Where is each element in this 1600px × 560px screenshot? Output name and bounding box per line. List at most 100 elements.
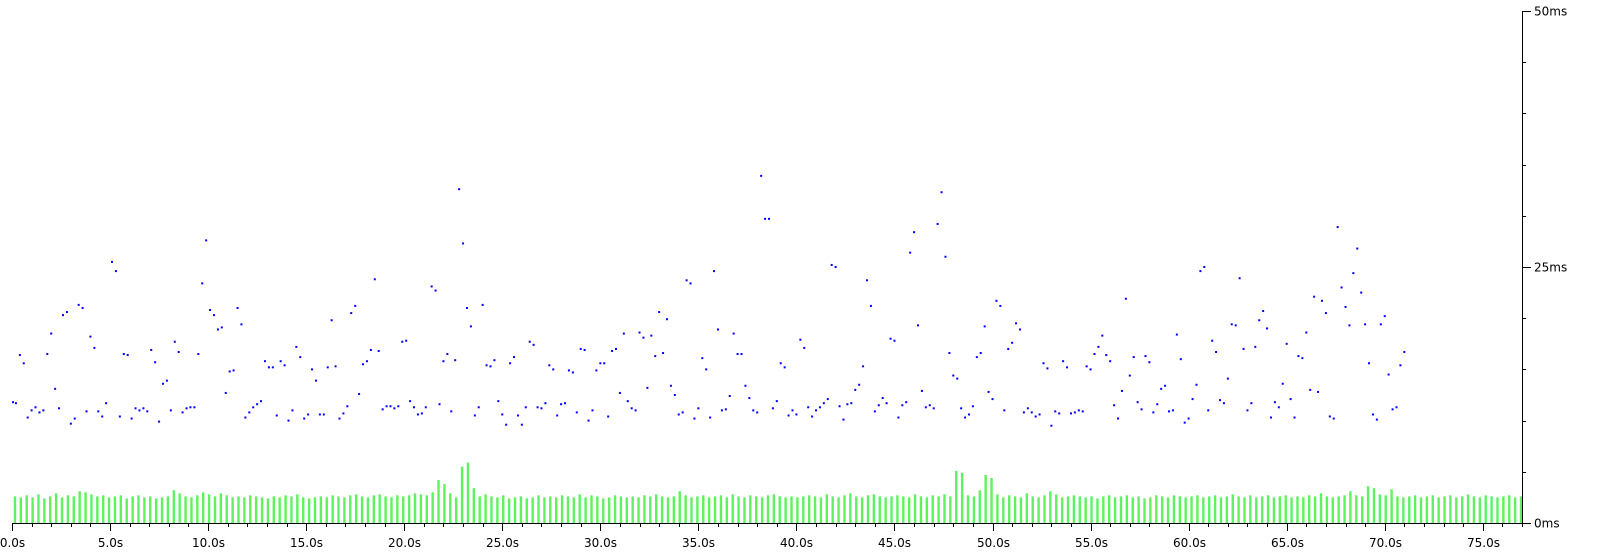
bar-9 [66,495,70,523]
point-89 [362,363,365,366]
point-244 [971,405,974,408]
point-283 [1124,297,1127,300]
bar-77 [466,462,470,523]
bar-27 [172,490,175,523]
point-329 [1305,331,1308,334]
point-218 [869,304,872,307]
point-266 [1058,412,1061,415]
bar-79 [478,496,481,523]
point-131 [528,340,531,343]
bar-90 [543,497,546,523]
point-15 [69,422,72,425]
bar-85 [513,497,517,523]
bar-156 [931,495,934,523]
point-197 [787,414,790,417]
point-20 [89,335,92,338]
bar-150 [896,495,899,523]
bar-135 [807,495,811,523]
point-293 [1164,384,1167,387]
point-137 [552,368,555,371]
point-101 [409,400,412,403]
point-133 [536,406,539,409]
point-315 [1250,402,1253,405]
point-57 [236,306,239,309]
point-246 [979,352,982,355]
point-205 [818,406,821,409]
point-132 [532,343,535,346]
bar-161 [960,472,964,523]
point-98 [397,405,400,408]
point-307 [1219,399,1221,402]
bar-83 [502,495,505,523]
bar-146 [872,494,876,523]
bar-235 [1396,496,1399,523]
point-278 [1105,354,1108,357]
point-256 [1018,328,1021,331]
point-219 [873,410,876,413]
bar-118 [707,497,711,523]
point-348 [1379,323,1382,326]
bar-26 [166,496,170,523]
point-113 [458,188,461,191]
point-251 [999,304,1002,307]
bar-164 [978,490,981,523]
point-70 [287,419,290,422]
point-90 [365,360,368,363]
point-55 [228,370,231,373]
point-10 [50,332,53,335]
point-50 [209,309,212,312]
point-285 [1132,356,1135,359]
point-56 [232,369,235,372]
point-313 [1242,347,1245,350]
point-145 [583,348,586,351]
point-117 [473,414,476,417]
point-26 [114,270,117,273]
point-73 [299,356,302,359]
point-238 [948,352,951,355]
bar-4 [37,494,40,523]
bar-255 [1513,497,1517,523]
point-49 [205,239,208,242]
point-80 [326,366,329,369]
bar-251 [1490,496,1493,523]
point-247 [983,325,986,328]
point-324 [1285,342,1288,345]
bar-7 [54,493,58,523]
green-bar-series [13,462,1523,523]
point-220 [877,404,880,407]
point-330 [1309,388,1312,391]
point-308 [1222,402,1225,405]
x-tick-label: 50.0s [977,536,1010,550]
point-154 [618,391,621,394]
point-91 [369,348,372,351]
bar-14 [96,496,99,523]
point-193 [771,407,774,410]
point-118 [477,406,480,409]
bar-148 [884,497,887,523]
point-142 [571,371,574,374]
bar-39 [243,497,246,523]
x-tick-label: 55.0s [1075,536,1108,550]
bar-230 [1366,486,1370,523]
point-87 [354,304,357,307]
point-336 [1332,417,1335,420]
point-119 [481,303,484,306]
point-85 [346,405,349,408]
bar-29 [184,496,187,523]
point-338 [1340,286,1343,289]
bar-217 [1290,497,1293,523]
bar-179 [1066,496,1070,523]
point-58 [240,323,243,326]
bar-199 [1184,497,1187,523]
point-292 [1160,387,1163,390]
bar-242 [1437,497,1440,523]
point-169 [677,413,680,416]
point-252 [1003,409,1006,412]
point-287 [1140,408,1143,411]
point-4 [26,416,29,419]
point-161 [646,386,649,389]
bar-182 [1084,497,1087,523]
bar-37 [231,497,234,523]
bar-72 [437,479,440,523]
bar-67 [407,495,411,523]
